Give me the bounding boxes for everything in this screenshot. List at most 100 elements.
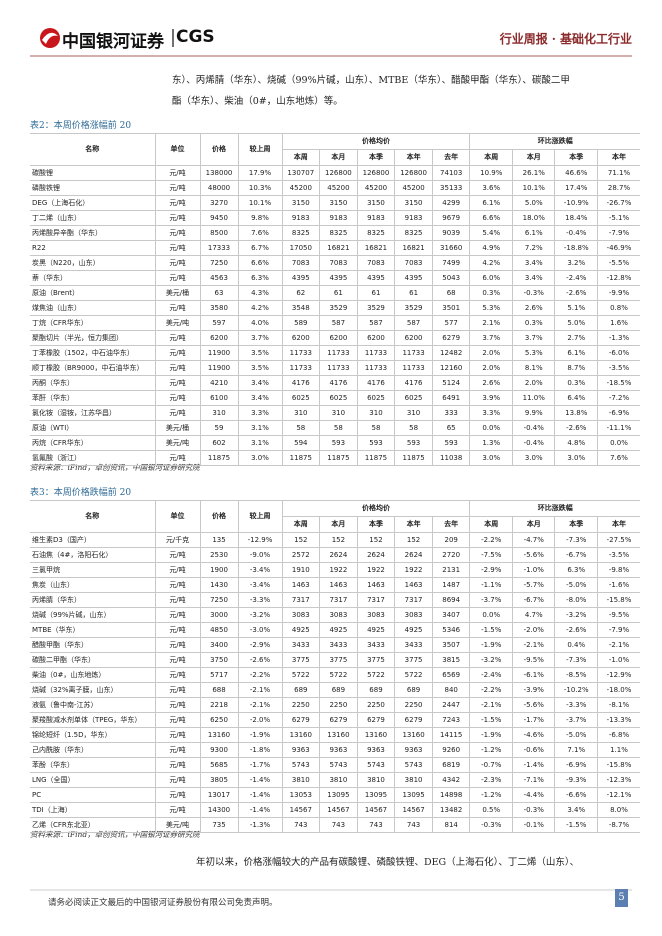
cell: -3.4% xyxy=(237,562,283,578)
cell: 3529 xyxy=(356,300,396,316)
cell: 11875 xyxy=(281,450,321,466)
cell: 152 xyxy=(281,532,321,548)
cell: 0.0% xyxy=(469,607,513,623)
cell: 62 xyxy=(281,285,321,301)
table-row: 丙烯腈（华东） 元/吨 7250 -3.3% 7317 7317 7317 7317 8694-… xyxy=(30,592,640,608)
cell: 593 xyxy=(356,435,396,451)
product-name: 己内酰胺（华东） xyxy=(30,742,156,758)
cell: -5.0% xyxy=(554,577,598,593)
cell: 4176 xyxy=(356,375,396,391)
cell: 3150 xyxy=(319,195,358,211)
cell: 4395 xyxy=(319,270,358,286)
cell: 310 xyxy=(281,405,321,421)
cell: -3.7% xyxy=(469,592,513,608)
cell: 2.0% xyxy=(469,345,513,361)
cell: 元/吨 xyxy=(154,375,201,391)
cell: -15.8% xyxy=(596,592,640,608)
cell: -2.1% xyxy=(469,697,513,713)
cell: 3775 xyxy=(356,652,396,668)
cell: 2624 xyxy=(319,547,358,563)
cell: 5.3% xyxy=(511,345,556,361)
cell: 5.0% xyxy=(511,195,556,211)
cell: 1463 xyxy=(319,577,358,593)
cell: 4.0% xyxy=(237,315,283,331)
cell: 2250 xyxy=(281,697,321,713)
column-header: 本季 xyxy=(356,149,396,166)
cell: 5722 xyxy=(356,667,396,683)
cell: 3.0% xyxy=(469,450,513,466)
cell: 45200 xyxy=(281,180,321,196)
cell: 6.0% xyxy=(469,270,513,286)
cell: 593 xyxy=(319,435,358,451)
cell: 8325 xyxy=(319,225,358,241)
cell: 9183 xyxy=(319,210,358,226)
cell: 6.1% xyxy=(469,195,513,211)
cell: 11875 xyxy=(319,450,358,466)
product-name: PC xyxy=(30,787,156,803)
column-header: 去年 xyxy=(431,149,471,166)
cell: 13053 xyxy=(281,787,321,803)
cell: 元/吨 xyxy=(154,390,201,406)
cell: 4395 xyxy=(356,270,396,286)
cell: 7317 xyxy=(319,592,358,608)
cell: 9679 xyxy=(431,210,471,226)
table-row: 丁烷（CFR华东） 美元/吨 597 4.0% 589 587 587 587 577 2.1% 0… xyxy=(30,315,640,331)
table-row: 维生素D3（国产） 元/千克 135 -12.9% 152 152 152 152 209 -2.… xyxy=(30,532,640,548)
cell: 13160 xyxy=(356,727,396,743)
table-row: 锦纶短纤（1.5D，华东） 元/吨 13160 -1.9% 13160 13160 1316… xyxy=(30,727,640,743)
cell: 元/吨 xyxy=(154,165,201,181)
cell: -1.3% xyxy=(237,817,283,833)
cell: 美元/吨 xyxy=(154,817,201,833)
cell: 6.3% xyxy=(237,270,283,286)
intro-line: 酯（华东）、柴油（0#，山东地炼）等。 xyxy=(172,96,343,107)
cell: 7.1% xyxy=(554,742,598,758)
cell: 6200 xyxy=(199,330,239,346)
column-header: 本年 xyxy=(394,149,433,166)
cell: 14567 xyxy=(356,802,396,818)
cell: -13.3% xyxy=(596,712,640,728)
table-row: 柴油（0#，山东地炼） 元/吨 5717 -2.2% 5722 5722 5722 5722 6… xyxy=(30,667,640,683)
cell: 4850 xyxy=(199,622,239,638)
cell: 689 xyxy=(356,682,396,698)
cell: -5.1% xyxy=(596,210,640,226)
cell: 6200 xyxy=(319,330,358,346)
cell: 11733 xyxy=(281,360,321,376)
cell: 0.0% xyxy=(596,435,640,451)
cell: 0.5% xyxy=(469,802,513,818)
cell: 3.1% xyxy=(237,420,283,436)
cell: 13160 xyxy=(199,727,239,743)
cell: -9.5% xyxy=(511,652,556,668)
table-row: 乙烯（CFR东北亚） 美元/吨 735 -1.3% 743 743 743 743 814 -0.… xyxy=(30,817,640,833)
cell: 6279 xyxy=(356,712,396,728)
cell: 元/吨 xyxy=(154,240,201,256)
cell: -2.0% xyxy=(511,622,556,638)
cell: 9300 xyxy=(199,742,239,758)
cell: -2.6% xyxy=(554,420,598,436)
cell: -2.2% xyxy=(469,682,513,698)
cell: 28.7% xyxy=(596,180,640,196)
cell: 4176 xyxy=(394,375,433,391)
cell: 11875 xyxy=(394,450,433,466)
cell: 5743 xyxy=(394,757,433,773)
cell: 9183 xyxy=(281,210,321,226)
cell: 4395 xyxy=(394,270,433,286)
product-name: 原油（Brent） xyxy=(30,285,156,301)
cell: 1922 xyxy=(356,562,396,578)
cell: 9.8% xyxy=(237,210,283,226)
cell: 7243 xyxy=(431,712,471,728)
cell: 元/吨 xyxy=(154,637,201,653)
product-name: 维生素D3（国产） xyxy=(30,532,156,548)
cell: 7.2% xyxy=(511,240,556,256)
cell: 5722 xyxy=(281,667,321,683)
column-header: 本年 xyxy=(394,516,433,533)
cell: 13.8% xyxy=(554,405,598,421)
product-name: TDI（上海） xyxy=(30,802,156,818)
product-name: 丁烷（CFR华东） xyxy=(30,315,156,331)
cell: 10.9% xyxy=(469,165,513,181)
cell: -0.4% xyxy=(511,435,556,451)
column-header: 本月 xyxy=(511,149,556,166)
cell: 3270 xyxy=(199,195,239,211)
product-name: LNG（全国） xyxy=(30,772,156,788)
cell: 310 xyxy=(394,405,433,421)
cell: 152 xyxy=(319,532,358,548)
